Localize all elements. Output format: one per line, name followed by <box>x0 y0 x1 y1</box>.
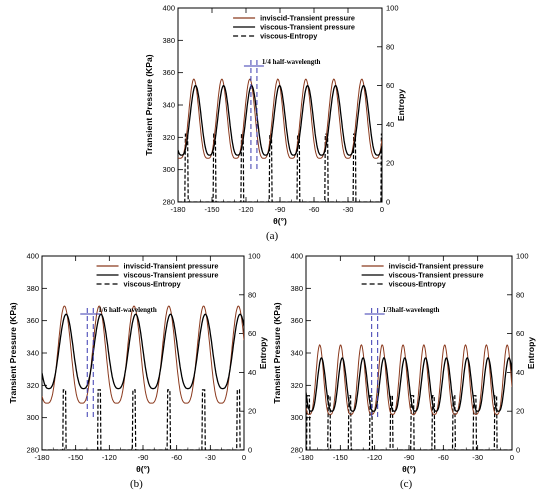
x-tick-label: -60 <box>438 453 449 462</box>
x-tick-label: -150 <box>204 205 219 214</box>
y-left-tick-label: 340 <box>290 349 303 358</box>
legend-label: inviscid-Transient pressure <box>124 262 219 271</box>
y-right-tick-label: 0 <box>386 198 390 207</box>
y-left-tick-label: 360 <box>162 68 175 77</box>
y-left-tick-label: 320 <box>290 381 303 390</box>
y-left-tick-label: 400 <box>26 252 39 261</box>
y-left-axis-label: Transient Pressure (KPa) <box>144 54 154 155</box>
series-line-inviscid-pressure <box>42 305 244 404</box>
x-tick-label: -120 <box>102 453 117 462</box>
y-left-tick-label: 320 <box>26 381 39 390</box>
y-right-tick-label: 60 <box>248 329 256 338</box>
y-right-tick-label: 80 <box>386 42 394 51</box>
x-tick-label: -60 <box>171 453 182 462</box>
x-tick-label: -180 <box>298 453 313 462</box>
y-right-tick-label: 0 <box>516 446 520 455</box>
annotation-text: 1/4 half-wavelength <box>262 58 321 66</box>
panel-label-c: (c) <box>400 478 413 490</box>
annotation-text: 1/6 half-wavelength <box>98 306 157 314</box>
series-line-viscous-entropy <box>42 389 244 450</box>
y-left-tick-label: 340 <box>26 349 39 358</box>
series-group <box>306 344 512 450</box>
y-right-tick-label: 0 <box>248 446 252 455</box>
series-line-inviscid-pressure <box>178 78 382 159</box>
chart-panel-2: -180 -150 -120 -90 -60 -30 0 280 300 320 340 360 380… <box>8 252 268 475</box>
y-right-tick-label: 100 <box>386 4 399 13</box>
legend-label: viscous-Transient pressure <box>260 23 355 32</box>
y-right-tick-label: 20 <box>386 159 394 168</box>
y-right-tick-label: 40 <box>248 368 256 377</box>
y-right-tick-label: 20 <box>248 407 256 416</box>
x-tick-label: -120 <box>367 453 382 462</box>
x-tick-label: 0 <box>380 205 384 214</box>
x-tick-label: -90 <box>275 205 286 214</box>
x-tick-label: -30 <box>205 453 216 462</box>
y-right-tick-label: 60 <box>386 81 394 90</box>
x-axis-label: θ(°) <box>402 464 416 474</box>
y-left-tick-label: 320 <box>162 133 175 142</box>
y-left-axis-label: Transient Pressure (KPa) <box>8 302 18 403</box>
legend-label: inviscid-Transient pressure <box>260 14 355 23</box>
series-line-inviscid-pressure <box>306 344 512 415</box>
y-right-axis-label: Entropy <box>258 337 268 369</box>
legend-label: viscous-Entropy <box>124 280 182 289</box>
x-tick-label: -120 <box>238 205 253 214</box>
y-left-tick-label: 300 <box>162 165 175 174</box>
x-tick-label: -150 <box>333 453 348 462</box>
legend-label: inviscid-Transient pressure <box>389 262 484 271</box>
y-left-tick-label: 360 <box>26 316 39 325</box>
y-left-axis-label: Transient Pressure (KPa) <box>272 302 282 403</box>
series-line-viscous-entropy <box>178 133 382 202</box>
series-line-viscous-pressure <box>306 357 512 412</box>
series-group <box>178 78 382 202</box>
x-axis-label: θ(°) <box>136 464 150 474</box>
y-right-tick-label: 40 <box>386 120 394 129</box>
y-left-tick-label: 280 <box>162 198 175 207</box>
y-left-tick-label: 380 <box>162 36 175 45</box>
x-tick-label: -30 <box>472 453 483 462</box>
panel-label-a: (a) <box>266 230 279 242</box>
y-left-tick-label: 360 <box>290 316 303 325</box>
x-tick-label: 0 <box>510 453 514 462</box>
x-tick-label: -180 <box>170 205 185 214</box>
y-left-tick-label: 300 <box>290 413 303 422</box>
y-right-axis-label: Entropy <box>526 337 536 369</box>
x-tick-label: -180 <box>34 453 49 462</box>
legend-label: viscous-Entropy <box>260 32 318 41</box>
x-tick-label: -90 <box>138 453 149 462</box>
chart-panel-3: -180 -150 -120 -90 -60 -30 0 280 300 320 340 360 380… <box>272 252 536 475</box>
y-left-tick-label: 340 <box>162 101 175 110</box>
x-tick-label: 0 <box>242 453 246 462</box>
y-left-tick-label: 400 <box>290 252 303 261</box>
y-left-tick-label: 380 <box>26 284 39 293</box>
y-right-axis-label: Entropy <box>396 89 406 121</box>
y-left-tick-label: 280 <box>290 446 303 455</box>
y-right-tick-label: 100 <box>248 252 261 261</box>
y-right-tick-label: 80 <box>516 290 524 299</box>
x-tick-label: -90 <box>404 453 415 462</box>
y-left-tick-label: 280 <box>26 446 39 455</box>
legend-label: viscous-Transient pressure <box>389 271 484 280</box>
panel-label-b: (b) <box>130 478 143 490</box>
y-right-tick-label: 80 <box>248 290 256 299</box>
x-axis-label: θ(°) <box>273 216 287 226</box>
y-left-tick-label: 380 <box>290 284 303 293</box>
y-left-tick-label: 400 <box>162 4 175 13</box>
legend-label: viscous-Transient pressure <box>124 271 219 280</box>
series-line-viscous-pressure <box>178 84 382 156</box>
x-tick-label: -150 <box>68 453 83 462</box>
y-right-tick-label: 100 <box>516 252 529 261</box>
chart-panel-1: -180 -150 -120 -90 -60 -30 0 280 300 320 340 360 380… <box>144 4 406 227</box>
series-group <box>42 305 244 450</box>
x-tick-label: -30 <box>343 205 354 214</box>
y-right-tick-label: 40 <box>516 368 524 377</box>
x-tick-label: -60 <box>309 205 320 214</box>
series-line-viscous-pressure <box>42 313 244 390</box>
y-right-tick-label: 60 <box>516 329 524 338</box>
annotation-text: 1/3half-wavelength <box>383 306 440 314</box>
legend-label: viscous-Entropy <box>389 280 447 289</box>
y-left-tick-label: 300 <box>26 413 39 422</box>
y-right-tick-label: 20 <box>516 407 524 416</box>
